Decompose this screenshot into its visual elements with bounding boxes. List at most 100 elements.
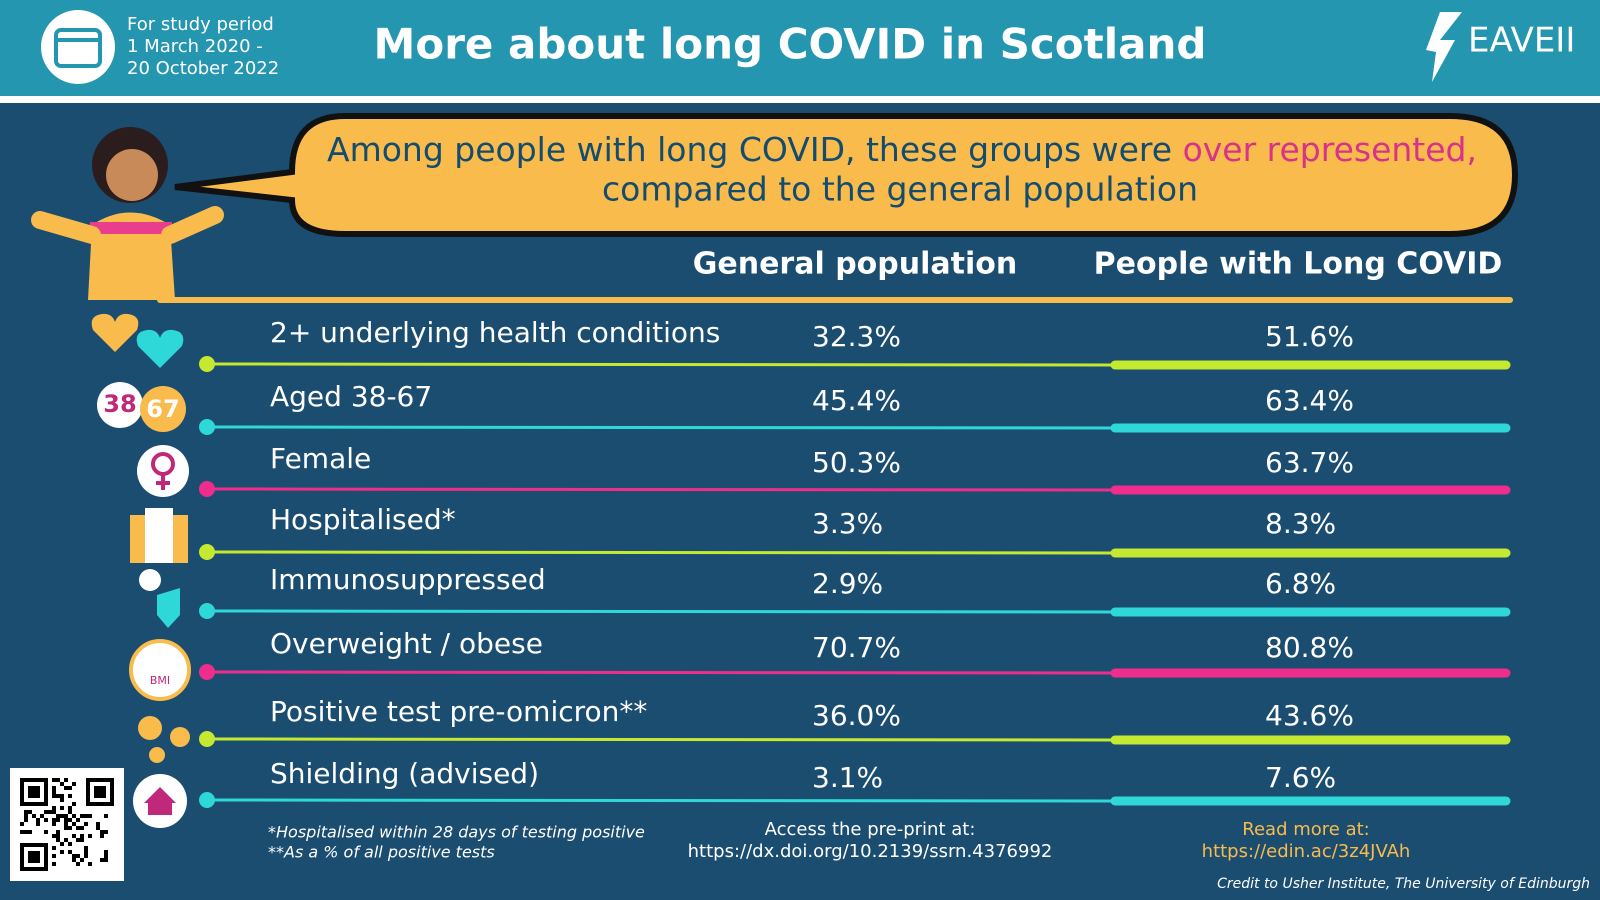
column-header: General population	[693, 247, 1017, 282]
qr-module	[52, 818, 56, 822]
hospital-icon	[145, 508, 173, 563]
qr-module	[20, 822, 24, 826]
qr-module	[68, 806, 72, 810]
long-covid-value: 63.7%	[1265, 446, 1354, 479]
long-covid-value: 7.6%	[1265, 761, 1336, 794]
qr-module	[72, 814, 76, 818]
preprint-url[interactable]: https://dx.doi.org/10.2139/ssrn.4376992	[688, 841, 1053, 862]
qr-module	[72, 854, 76, 858]
long-covid-value: 80.8%	[1265, 631, 1354, 664]
general-value: 36.0%	[812, 699, 901, 732]
virus-icon	[138, 716, 162, 740]
period-label: For study period	[127, 14, 274, 35]
read-more-label: Read more at:	[1242, 819, 1369, 840]
row-line	[206, 550, 1116, 555]
qr-module	[76, 862, 80, 866]
qr-module	[68, 826, 72, 830]
bmi-icon-text: BMI	[150, 674, 170, 687]
qr-module	[24, 810, 28, 814]
virus-icon	[149, 747, 165, 763]
qr-module	[60, 798, 64, 802]
qr-module	[56, 818, 60, 822]
qr-module	[52, 822, 56, 826]
female-icon	[137, 445, 189, 497]
preprint-label: Access the pre-print at:	[765, 819, 976, 840]
immuno-icon	[139, 569, 161, 591]
qr-module	[68, 818, 72, 822]
qr-module	[60, 814, 64, 818]
title: More about long COVID in Scotland	[374, 20, 1207, 69]
header-stripe	[0, 96, 1600, 103]
row-label: Overweight / obese	[270, 627, 543, 660]
period-start: 1 March 2020 -	[127, 36, 263, 57]
arm-right	[161, 206, 224, 244]
qr-module	[52, 854, 56, 858]
qr-module	[76, 818, 80, 822]
qr-module	[64, 814, 68, 818]
qr-module	[64, 786, 68, 790]
qr-module	[100, 830, 104, 834]
body	[88, 212, 175, 300]
qr-module	[52, 794, 56, 798]
qr-finder	[28, 851, 40, 863]
qr-module	[100, 858, 104, 862]
qr-module	[44, 818, 48, 822]
qr-module	[80, 838, 84, 842]
qr-module	[68, 850, 72, 854]
logo-mark	[1426, 12, 1462, 82]
home-shape	[144, 787, 176, 815]
qr-finder	[94, 786, 106, 798]
qr-module	[56, 814, 60, 818]
qr-module	[80, 858, 84, 862]
general-value: 2.9%	[812, 567, 883, 600]
qr-module	[104, 814, 108, 818]
row-dot	[199, 481, 215, 497]
row-label: Aged 38-67	[270, 380, 432, 413]
qr-module	[72, 782, 76, 786]
qr-module	[60, 794, 64, 798]
qr-module	[52, 790, 56, 794]
column-header: People with Long COVID	[1094, 247, 1503, 282]
read-more-url[interactable]: https://edin.ac/3z4JVAh	[1202, 841, 1411, 862]
row-label: Positive test pre-omicron**	[270, 695, 647, 728]
row-line	[206, 487, 1116, 492]
qr-module	[56, 830, 60, 834]
qr-module	[60, 842, 64, 846]
row-dot	[199, 792, 215, 808]
age-icon	[140, 386, 186, 432]
qr-module	[44, 810, 48, 814]
stripe	[90, 222, 172, 234]
heart-icon	[91, 313, 139, 352]
shield-icon	[157, 588, 180, 628]
qr-module	[32, 814, 36, 818]
qr-module	[84, 846, 88, 850]
logo: EAVEII	[1468, 21, 1575, 61]
qr-module	[100, 834, 104, 838]
bmi-icon	[129, 639, 191, 701]
qr-module	[56, 794, 60, 798]
age-icon	[97, 382, 143, 428]
bubble-line-2: compared to the general population	[602, 170, 1198, 209]
qr-module	[68, 810, 72, 814]
row-label: Shielding (advised)	[270, 757, 539, 790]
row-dot	[199, 356, 215, 372]
table-rows: 2+ underlying health conditions 32.3% 51.6…	[199, 316, 1511, 808]
qr-module	[88, 834, 92, 838]
row-line	[206, 362, 1116, 367]
virus-icon	[170, 727, 190, 747]
row-line	[206, 609, 1116, 614]
calendar-shape	[54, 28, 102, 68]
qr-module	[68, 794, 72, 798]
qr-module	[64, 818, 68, 822]
face	[106, 149, 158, 201]
qr-module	[60, 782, 64, 786]
long-covid-value: 43.6%	[1265, 699, 1354, 732]
qr-module	[64, 822, 68, 826]
general-value: 32.3%	[812, 320, 901, 353]
long-covid-value: 63.4%	[1265, 384, 1354, 417]
general-value: 45.4%	[812, 384, 901, 417]
qr-module	[84, 814, 88, 818]
qr-module	[48, 810, 52, 814]
female-symbol	[156, 474, 170, 490]
